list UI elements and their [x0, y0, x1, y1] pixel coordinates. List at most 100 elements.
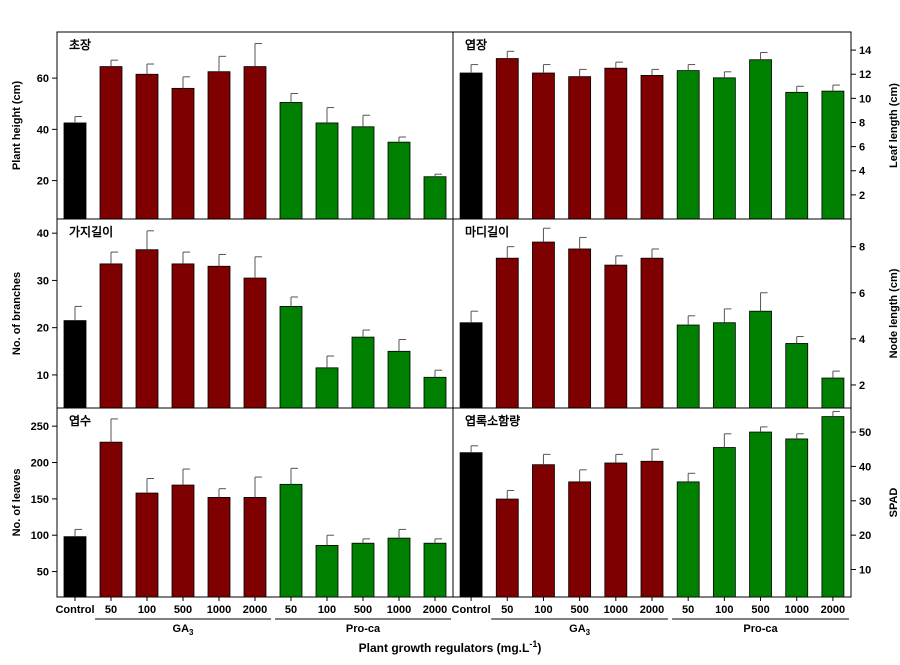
bar — [279, 483, 303, 598]
y-tick-label: 20 — [37, 176, 49, 188]
y-tick-label: 40 — [37, 124, 49, 136]
x-category-label: 2000 — [640, 604, 664, 616]
bar — [135, 73, 159, 220]
y-axis-label: SPAD — [888, 488, 900, 518]
bar — [207, 265, 231, 409]
bar — [676, 70, 700, 220]
y-tick-label: 40 — [37, 228, 49, 240]
bar — [423, 176, 447, 220]
panel-title: 엽록소함량 — [465, 413, 520, 428]
y-tick-label: 30 — [37, 275, 49, 287]
y-tick-label: 4 — [859, 166, 866, 178]
bar — [135, 492, 159, 598]
x-category-label: 100 — [715, 604, 733, 616]
y-tick-label: 4 — [859, 334, 866, 346]
panel-1: 20 40 60 Plant height (cm) 초장 — [11, 31, 454, 220]
group-label-ga3-sub: 3 — [586, 628, 591, 637]
x-category-label: 500 — [174, 604, 192, 616]
group-label-proca: Pro-ca — [346, 623, 381, 635]
x-axis-layer: Control 50 100 500 1000 2000 50 100 500 1000 2000 G… — [55, 597, 849, 637]
bar — [749, 431, 772, 598]
bar — [63, 320, 87, 409]
y-axis-label: Plant height (cm) — [11, 81, 23, 171]
bar — [821, 377, 845, 409]
x-category-label: 2000 — [821, 604, 845, 616]
bar — [135, 249, 159, 409]
y-tick-label: 40 — [859, 461, 871, 473]
bar — [495, 58, 519, 220]
bar — [568, 76, 592, 220]
bar — [459, 322, 483, 409]
bar — [604, 264, 628, 409]
panel-title: 초장 — [69, 38, 91, 52]
bar — [604, 67, 628, 220]
bar — [712, 322, 736, 409]
bar — [279, 102, 303, 220]
bar — [459, 72, 483, 220]
y-tick-label: 250 — [31, 421, 49, 433]
bar — [495, 257, 519, 409]
y-tick-label: 20 — [859, 530, 871, 542]
y-tick-label: 10 — [859, 93, 871, 105]
bar — [351, 542, 375, 598]
y-tick-label: 50 — [859, 427, 871, 439]
bar — [532, 72, 555, 220]
bar — [423, 542, 447, 598]
bar — [532, 464, 555, 598]
x-category-label: 2000 — [243, 604, 267, 616]
bar — [821, 416, 845, 598]
bar — [279, 306, 303, 409]
y-tick-label: 10 — [859, 565, 871, 577]
panel-5: 50 100 150 200 250 No. of leaves 엽수 — [11, 407, 454, 598]
group-label-ga3: GA3 — [569, 623, 591, 637]
x-category-label: 500 — [570, 604, 588, 616]
bar — [821, 90, 845, 220]
bar — [676, 324, 700, 409]
y-axis-label: Leaf length (cm) — [888, 83, 900, 168]
bar — [568, 248, 592, 409]
bar — [568, 481, 592, 598]
x-axis-title-exponent: -1 — [529, 639, 537, 649]
y-tick-label: 2 — [859, 190, 865, 202]
x-category-label: 1000 — [207, 604, 231, 616]
x-axis-title-end: ) — [537, 641, 541, 655]
bar — [712, 447, 736, 598]
y-tick-label: 2 — [859, 380, 865, 392]
bar — [99, 263, 123, 409]
bar — [351, 126, 375, 220]
y-tick-label: 200 — [31, 458, 49, 470]
x-category-label: 500 — [354, 604, 372, 616]
bar — [640, 257, 664, 409]
group-label-ga3-main: GA — [173, 623, 190, 635]
y-axis-label: No. of leaves — [11, 469, 23, 537]
x-category-label: 1000 — [387, 604, 411, 616]
y-tick-label: 20 — [37, 323, 49, 335]
x-category-label: 50 — [682, 604, 694, 616]
bar — [63, 122, 87, 220]
y-tick-label: 10 — [37, 370, 49, 382]
bar — [785, 343, 809, 409]
x-category-label: 50 — [105, 604, 117, 616]
y-tick-label: 12 — [859, 69, 871, 81]
bar — [640, 75, 664, 220]
x-category-label: 100 — [318, 604, 336, 616]
bar — [99, 441, 123, 598]
bar — [712, 77, 736, 220]
bar — [749, 59, 772, 220]
x-category-label: 100 — [138, 604, 156, 616]
bar — [387, 141, 411, 220]
bar — [315, 544, 339, 598]
bar — [387, 537, 411, 598]
y-tick-label: 60 — [37, 73, 49, 85]
y-axis-label: Node length (cm) — [888, 268, 900, 358]
y-tick-label: 8 — [859, 242, 865, 254]
group-label-proca: Pro-ca — [743, 623, 778, 635]
bar — [63, 536, 87, 598]
bar — [207, 71, 231, 220]
bar — [495, 498, 519, 598]
bar — [785, 438, 809, 598]
bar — [423, 376, 447, 409]
bar — [207, 497, 231, 598]
group-label-ga3-main: GA — [569, 623, 586, 635]
panel-title: 엽장 — [465, 38, 487, 52]
